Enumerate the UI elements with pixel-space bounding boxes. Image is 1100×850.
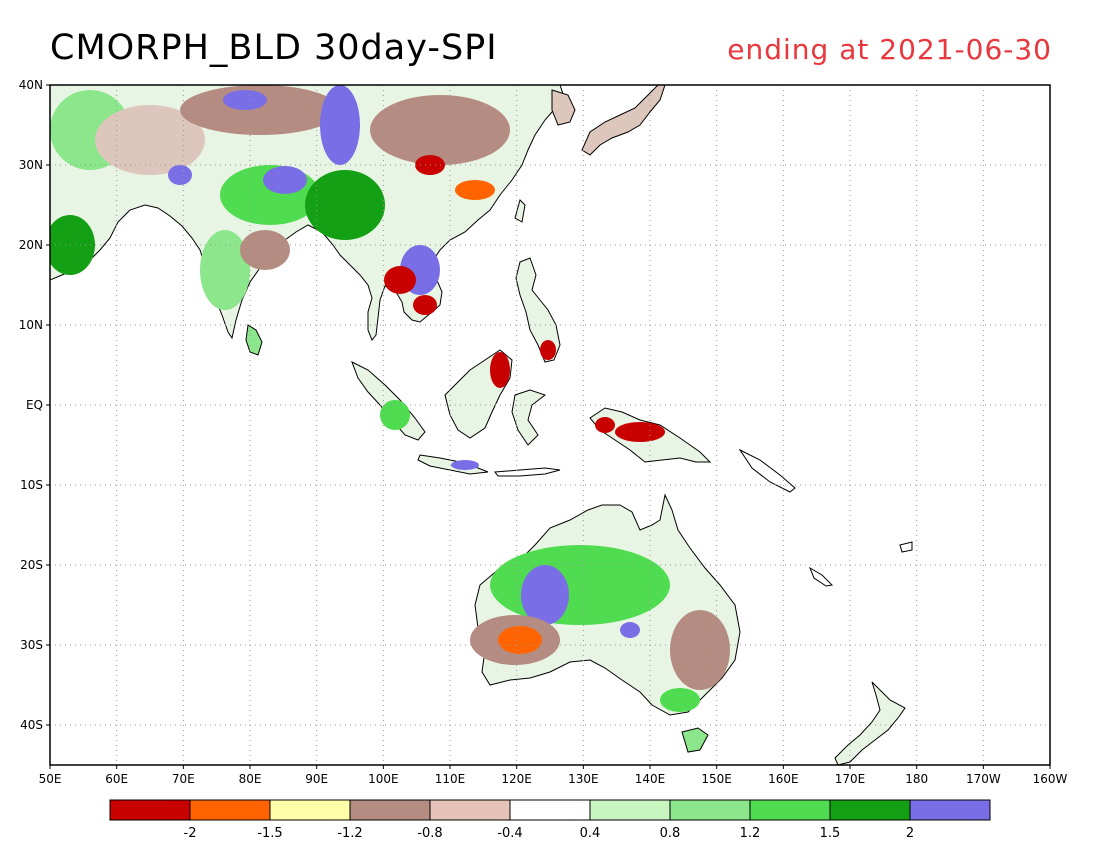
colorbar-swatch [909, 799, 991, 821]
blotch [180, 85, 340, 135]
blotch [380, 400, 410, 430]
japan [581, 85, 666, 156]
lon-tick-label: 140E [635, 772, 666, 786]
blotch [498, 626, 542, 654]
colorbar-swatch [349, 799, 431, 821]
colorbar-label: 1.2 [740, 826, 761, 841]
map-grid [50, 85, 1050, 765]
blotch [490, 352, 510, 388]
blotch [413, 295, 437, 315]
lat-tick-label: EQ [26, 398, 43, 412]
lat-tick-label: 20S [20, 558, 43, 572]
lat-tick-label: 30S [20, 638, 43, 652]
lon-tick-label: 100E [368, 772, 399, 786]
colorbar-swatch [509, 799, 591, 821]
blotch [595, 417, 615, 433]
lon-tick-label: 70E [172, 772, 195, 786]
colorbar-swatch [109, 799, 191, 821]
lon-tick-label: 170E [835, 772, 866, 786]
colorbar-swatch [589, 799, 671, 821]
colorbar-label: 2 [906, 826, 914, 841]
blotch [50, 215, 95, 275]
lon-tick-label: 50E [39, 772, 62, 786]
lon-tick-label: 160E [768, 772, 799, 786]
colorbar-swatch [189, 799, 271, 821]
philippines [515, 257, 561, 363]
solomon-islands [738, 448, 796, 493]
fiji [899, 541, 913, 553]
lat-tick-label: 40S [20, 718, 43, 732]
blotch [223, 90, 267, 110]
blotch [521, 565, 569, 625]
blotch [305, 170, 385, 240]
land-masses [50, 85, 913, 765]
colorbar-label: -1.5 [257, 826, 282, 841]
blotch [451, 460, 479, 470]
blotch [95, 105, 205, 175]
blotch [263, 166, 307, 194]
colorbar-label: 0.8 [660, 826, 681, 841]
colorbar-swatch [429, 799, 511, 821]
lon-tick-label: 80E [239, 772, 262, 786]
blotch [670, 610, 730, 690]
lon-tick-label: 180 [905, 772, 928, 786]
date-subtitle: ending at 2021-06-30 [727, 33, 1052, 66]
lon-tick-label: 90E [305, 772, 328, 786]
colorbar [109, 799, 991, 821]
lon-tick-label: 110E [435, 772, 466, 786]
sri-lanka [245, 324, 263, 356]
tasmania [681, 727, 709, 753]
blotch [370, 95, 510, 165]
blotch [320, 85, 360, 165]
lon-tick-label: 170W [966, 772, 1001, 786]
blotch [168, 165, 192, 185]
blotch [200, 230, 250, 310]
blotch [615, 422, 665, 442]
lon-tick-label: 120E [501, 772, 532, 786]
korea [551, 89, 576, 126]
colorbar-label: -1.2 [337, 826, 362, 841]
colorbar-labels: -2 -1.5 -1.2 -0.8 -0.4 0.4 0.8 1.2 1.5 2 [184, 826, 915, 841]
blotch [455, 180, 495, 200]
sulawesi [511, 389, 547, 446]
blotch [384, 266, 416, 294]
blotch [660, 688, 700, 712]
colorbar-label: -0.4 [497, 826, 522, 841]
colorbar-label: -2 [184, 826, 197, 841]
colorbar-label: 0.4 [580, 826, 601, 841]
colorbar-swatch [269, 799, 351, 821]
new-caledonia [808, 566, 834, 587]
lat-tick-label: 40N [19, 78, 43, 92]
blotch [240, 230, 290, 270]
blotch [540, 340, 556, 360]
lon-tick-label: 60E [105, 772, 128, 786]
latitude-labels: 40N 30N 20N 10N EQ 10S 20S 30S 40S [19, 78, 50, 732]
colorbar-label: -0.8 [417, 826, 442, 841]
lat-tick-label: 10S [20, 478, 43, 492]
lat-tick-label: 10N [19, 318, 43, 332]
colorbar-label: 1.5 [820, 826, 841, 841]
map-frame [49, 84, 1051, 766]
lat-tick-label: 20N [19, 238, 43, 252]
lat-tick-label: 30N [19, 158, 43, 172]
colorbar-swatch [669, 799, 751, 821]
colorbar-swatch [829, 799, 911, 821]
colorbar-swatch [749, 799, 831, 821]
chart-title: CMORPH_BLD 30day-SPI [50, 28, 498, 68]
lon-tick-label: 160W [1033, 772, 1068, 786]
taiwan [514, 199, 526, 223]
longitude-labels: 50E 60E 70E 80E 90E 100E 110E 120E 130E 140E 150E 1… [39, 765, 1068, 786]
spi-anomaly-blotches [50, 85, 730, 712]
lon-tick-label: 150E [701, 772, 732, 786]
new-zealand [834, 681, 906, 765]
blotch [620, 622, 640, 638]
lon-tick-label: 130E [568, 772, 599, 786]
lesser-sunda-islands [494, 467, 561, 477]
